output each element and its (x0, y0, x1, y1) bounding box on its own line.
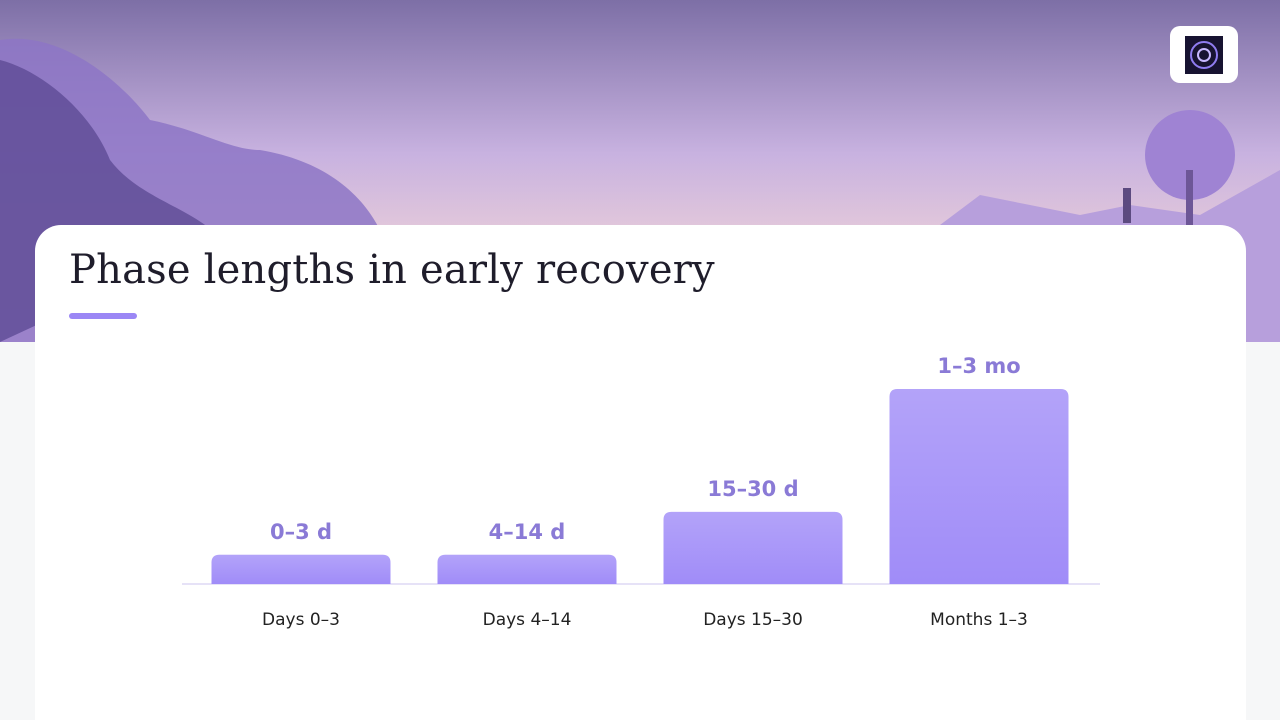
x-tick-label: Days 0–3 (262, 610, 340, 630)
bar-sheen (211, 554, 391, 584)
title-underline (69, 313, 137, 319)
bar-label: 4–14 d (489, 520, 566, 544)
bar-sheen (437, 554, 617, 584)
x-tick-label: Days 15–30 (703, 610, 803, 630)
x-tick-label: Days 4–14 (483, 610, 572, 630)
bar-label: 0–3 d (270, 520, 332, 544)
bar-sheen (889, 389, 1069, 584)
x-tick-label: Months 1–3 (930, 610, 1028, 630)
bar-label: 1–3 mo (937, 354, 1020, 378)
logo-icon (1185, 36, 1223, 74)
chart-title: Phase lengths in early recovery (69, 247, 715, 293)
logo[interactable] (1170, 26, 1238, 83)
bar-label: 15–30 d (707, 477, 798, 501)
bar-sheen (663, 511, 843, 584)
